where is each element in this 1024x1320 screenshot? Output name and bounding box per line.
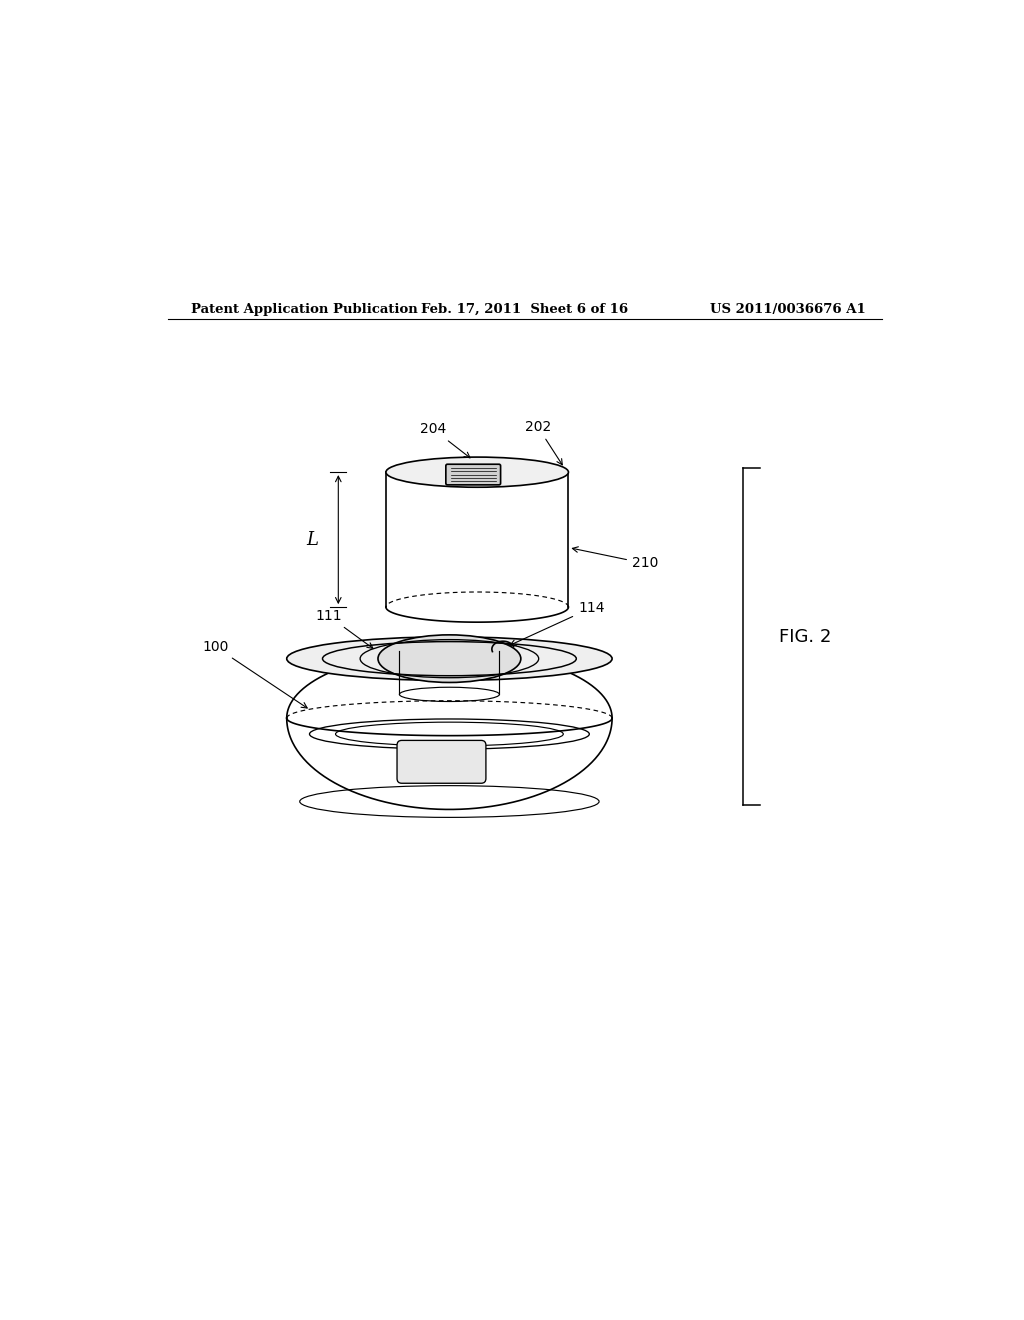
- Ellipse shape: [378, 635, 521, 682]
- Text: L: L: [306, 531, 318, 549]
- Ellipse shape: [287, 636, 612, 681]
- Text: 210: 210: [572, 546, 658, 570]
- FancyBboxPatch shape: [397, 741, 486, 783]
- Text: US 2011/0036676 A1: US 2011/0036676 A1: [711, 304, 866, 315]
- Text: 111: 111: [315, 609, 373, 648]
- Text: 202: 202: [524, 420, 562, 465]
- Ellipse shape: [386, 457, 568, 487]
- Text: Patent Application Publication: Patent Application Publication: [191, 304, 418, 315]
- Text: 114: 114: [510, 601, 604, 645]
- Text: 100: 100: [202, 640, 307, 708]
- FancyBboxPatch shape: [445, 465, 501, 484]
- Text: 204: 204: [421, 422, 470, 458]
- Text: Feb. 17, 2011  Sheet 6 of 16: Feb. 17, 2011 Sheet 6 of 16: [421, 304, 629, 315]
- Text: FIG. 2: FIG. 2: [779, 628, 831, 645]
